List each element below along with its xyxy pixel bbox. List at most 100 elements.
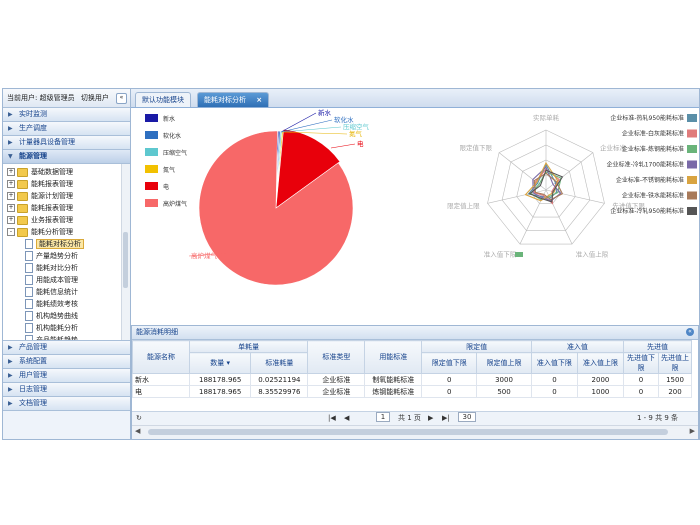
radar-legend-label[interactable]: 企业标准-铁水能耗标准	[622, 192, 684, 200]
nav-tree: + 基础数据管理 + 能耗报表管理 + 能源计划管理 + 能耗报表管理 + 业务报表管理 - 能耗分析…	[3, 164, 130, 341]
tree-node[interactable]: 用能成本管理	[3, 274, 130, 286]
pie-legend-label[interactable]: 高炉煤气	[163, 200, 187, 208]
col-limit-high[interactable]: 限定值上限	[476, 352, 532, 374]
tree-node-label: 能耗分析管理	[31, 228, 73, 236]
next-page-button[interactable]: ▶	[428, 414, 434, 422]
table-cell: 0.02521194	[250, 373, 309, 386]
sidebar-collapse-button[interactable]: «	[116, 93, 127, 104]
expand-icon[interactable]: +	[7, 204, 15, 212]
col-adv-high[interactable]: 先进值上限	[658, 352, 692, 374]
tree-node[interactable]: 能耗信息统计	[3, 286, 130, 298]
pie-legend-label[interactable]: 新水	[163, 115, 175, 123]
table-hscrollbar[interactable]: ◀ ▶	[132, 425, 698, 439]
pie-callout-label: 氮气	[349, 129, 363, 138]
expand-icon[interactable]: +	[7, 192, 15, 200]
folder-icon	[17, 167, 28, 177]
collapse-icon[interactable]: «	[686, 328, 694, 336]
col-adv-low[interactable]: 先进值下限	[622, 352, 660, 374]
tree-node[interactable]: 能耗对标分析	[3, 238, 130, 250]
radar-legend-label[interactable]: 企业标准-热轧950能耗标准	[610, 114, 684, 122]
tree-node[interactable]: 能耗绩效考核	[3, 298, 130, 310]
section-energy-management[interactable]: ▼ 能源管理	[3, 150, 130, 164]
radar-grid-ring	[501, 144, 591, 231]
col-std-type[interactable]: 标准类型	[307, 340, 366, 374]
section-label: 用户管理	[19, 371, 47, 379]
col-std-consumption[interactable]: 标准耗量	[250, 352, 309, 374]
document-icon	[25, 263, 33, 273]
refresh-icon[interactable]: ↻	[136, 414, 142, 422]
record-summary: 1 - 9 共 9 条	[637, 414, 679, 422]
pie-legend-swatch	[145, 182, 158, 190]
tree-scrollbar[interactable]	[121, 164, 130, 340]
radar-axis	[545, 152, 594, 191]
radar-series[interactable]	[528, 169, 564, 203]
tree-node[interactable]: + 能源计划管理	[3, 190, 130, 202]
bottom-section-1[interactable]: ▶ 系统配置	[3, 355, 130, 369]
top-section-2[interactable]: ▶ 计量器具设备管理	[3, 136, 130, 150]
col-energy-name[interactable]: 能源名称	[132, 340, 190, 374]
main-area: 默认功能模块 能耗对标分析 × 新水 软化水 压缩空气 氮气电高炉煤气 新水 软化水 压缩空…	[131, 89, 699, 440]
close-icon[interactable]: ×	[256, 96, 263, 104]
radar-axis	[498, 152, 547, 191]
document-icon	[25, 251, 33, 261]
table-row[interactable]: 新水 188178.965 0.02521194 企业标准 制氧能耗标准 0 3000 0 20…	[132, 373, 692, 386]
tree-node[interactable]: 能耗对比分析	[3, 262, 130, 274]
tree-node[interactable]: + 基础数据管理	[3, 166, 130, 178]
page-size-select[interactable]: 30▾	[458, 412, 476, 425]
charts-svg: 新水软化水压缩空气氮气电高炉煤气新水软化水压缩空气氮气电高炉煤气实际单耗企业标准…	[145, 108, 697, 286]
radar-series[interactable]	[532, 166, 562, 202]
col-energy-std[interactable]: 用能标准	[364, 340, 423, 374]
radar-legend-label[interactable]: 企业标准-炼钢能耗标准	[622, 145, 684, 153]
pie-legend-label[interactable]: 软化水	[163, 132, 181, 140]
pie-legend-swatch	[145, 165, 158, 173]
bottom-section-0[interactable]: ▶ 产品管理	[3, 341, 130, 355]
scrollbar-thumb[interactable]	[123, 232, 128, 288]
tab-default-module[interactable]: 默认功能模块	[135, 92, 191, 107]
pie-slice[interactable]	[198, 130, 354, 286]
col-limit: 限定值	[421, 340, 532, 353]
pie-legend-label[interactable]: 电	[163, 183, 169, 191]
radar-legend-label[interactable]: 企业标准-冷轧950能耗标准	[610, 207, 684, 215]
expand-icon[interactable]: +	[7, 216, 15, 224]
prev-page-button[interactable]: ◀	[344, 414, 350, 422]
tree-node[interactable]: + 业务报表管理	[3, 214, 130, 226]
top-section-1[interactable]: ▶ 生产调度	[3, 122, 130, 136]
tree-node[interactable]: 机构能耗分析	[3, 322, 130, 334]
switch-user-link[interactable]: 切换用户	[80, 94, 109, 102]
tab-label: 默认功能模块	[142, 96, 184, 104]
col-access-high[interactable]: 准入值上限	[576, 352, 624, 374]
tree-node[interactable]: 机构趋势曲线	[3, 310, 130, 322]
col-access-low[interactable]: 准入值下限	[530, 352, 578, 374]
col-limit-low[interactable]: 限定值下限	[421, 352, 478, 374]
section-label: 生产调度	[19, 124, 47, 132]
top-section-0[interactable]: ▶ 实时监测	[3, 108, 130, 122]
pie-callout-label: 高炉煤气	[191, 251, 218, 260]
bottom-section-3[interactable]: ▶ 日志管理	[3, 383, 130, 397]
pie-legend-label[interactable]: 压缩空气	[163, 149, 187, 157]
bottom-section-4[interactable]: ▶ 文档管理	[3, 397, 130, 411]
last-page-button[interactable]: ▶|	[442, 414, 450, 422]
scroll-right-icon[interactable]: ▶	[689, 427, 695, 435]
scrollbar-thumb[interactable]	[148, 429, 668, 435]
tree-node[interactable]: 产品能耗趋势	[3, 334, 130, 340]
tree-node[interactable]: + 能耗报表管理	[3, 202, 130, 214]
collapse-icon[interactable]: -	[7, 228, 15, 236]
bottom-section-2[interactable]: ▶ 用户管理	[3, 369, 130, 383]
radar-legend-swatch	[687, 191, 697, 200]
radar-series[interactable]	[533, 172, 564, 201]
table-cell: 炼钢能耗标准	[364, 385, 423, 398]
tree-node[interactable]: + 能耗报表管理	[3, 178, 130, 190]
radar-legend-label[interactable]: 企业标准-不锈钢能耗标准	[616, 176, 684, 184]
tree-node[interactable]: - 能耗分析管理	[3, 226, 130, 238]
scroll-left-icon[interactable]: ◀	[135, 427, 141, 435]
col-qty[interactable]: 数量 ▾	[188, 352, 252, 374]
expand-icon[interactable]: +	[7, 180, 15, 188]
radar-legend-label[interactable]: 企业标准-冷轧1700能耗标准	[607, 161, 684, 169]
radar-legend-label[interactable]: 企业标准-白灰能耗标准	[622, 130, 684, 138]
table-row[interactable]: 电 188178.965 8.35529976 企业标准 炼钢能耗标准 0 500 0 1000…	[132, 385, 692, 398]
expand-icon[interactable]: +	[7, 168, 15, 176]
tab-energy-benchmark[interactable]: 能耗对标分析 ×	[197, 92, 270, 107]
pie-legend-label[interactable]: 氮气	[163, 166, 175, 174]
first-page-button[interactable]: |◀	[328, 414, 336, 422]
tree-node[interactable]: 产量趋势分析	[3, 250, 130, 262]
